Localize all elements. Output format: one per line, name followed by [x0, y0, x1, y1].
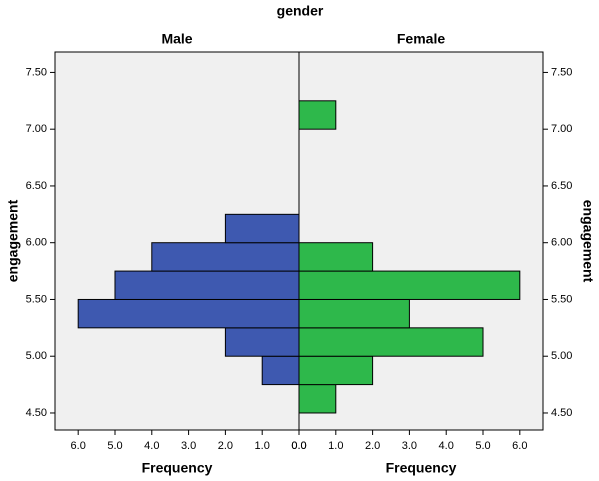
bar: [298, 270, 521, 300]
x-axis-label: Frequency: [142, 460, 213, 476]
bar: [224, 327, 300, 357]
chart-title: gender: [277, 3, 324, 19]
y-tick-label: 5.00: [26, 350, 47, 362]
y-tick-label: 4.50: [26, 407, 47, 419]
y-tick-label: 7.50: [26, 66, 47, 78]
y-tick-label: 7.00: [26, 123, 47, 135]
x-tick-label: 2.0: [365, 440, 380, 452]
x-tick-label: 6.0: [512, 440, 527, 452]
bar: [298, 327, 484, 357]
y-tick-label: 6.50: [551, 180, 572, 192]
bar: [298, 298, 410, 329]
y-tick-label: 6.00: [26, 237, 47, 249]
y-axis-label: engagement: [580, 200, 596, 283]
x-tick-label: 1.0: [255, 440, 270, 452]
x-tick-label: 4.0: [144, 440, 159, 452]
bar: [261, 355, 300, 386]
x-tick-label: 3.0: [402, 440, 417, 452]
y-tick-label: 5.00: [551, 350, 572, 362]
bar: [77, 298, 300, 329]
x-axis-label: Frequency: [386, 460, 457, 476]
bar: [151, 242, 300, 272]
bar: [224, 213, 300, 244]
x-tick-label: 0.0: [291, 440, 306, 452]
x-tick-label: 5.0: [107, 440, 122, 452]
y-tick-label: 7.00: [551, 123, 572, 135]
panel-title: Male: [161, 31, 192, 47]
x-tick-label: 5.0: [475, 440, 490, 452]
y-tick-label: 6.50: [26, 180, 47, 192]
x-tick-label: 3.0: [181, 440, 196, 452]
x-tick-label: 1.0: [328, 440, 343, 452]
y-axis-label: engagement: [5, 199, 21, 282]
y-tick-label: 7.50: [551, 66, 572, 78]
bar: [298, 355, 374, 386]
x-tick-label: 0.0: [291, 440, 306, 452]
x-tick-label: 2.0: [218, 440, 233, 452]
x-tick-label: 6.0: [71, 440, 86, 452]
x-tick-label: 4.0: [439, 440, 454, 452]
bar: [298, 384, 337, 414]
bar: [298, 242, 374, 272]
bar: [114, 270, 300, 300]
bar: [298, 100, 337, 130]
y-tick-label: 5.50: [26, 293, 47, 305]
y-tick-label: 5.50: [551, 293, 572, 305]
panel-title: Female: [397, 31, 445, 47]
y-tick-label: 6.00: [551, 237, 572, 249]
y-tick-label: 4.50: [551, 407, 572, 419]
